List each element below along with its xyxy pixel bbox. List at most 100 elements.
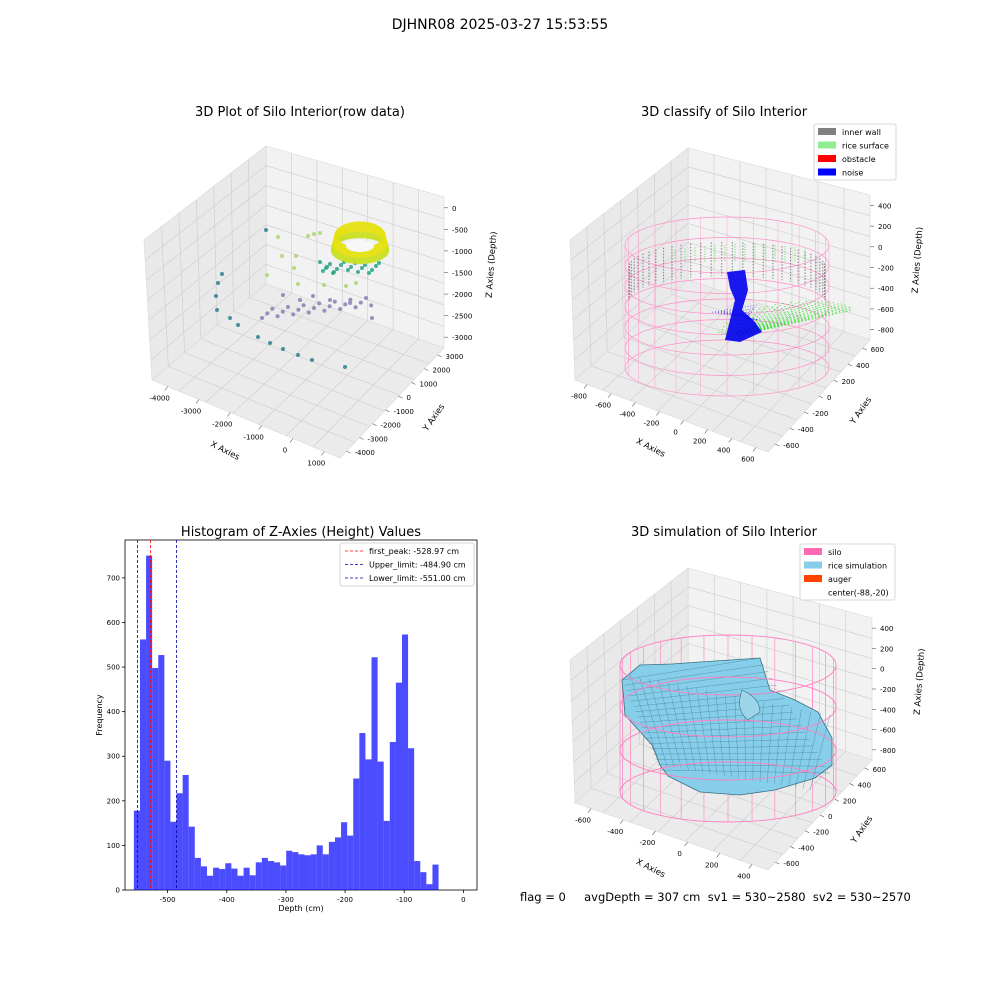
classify-x-tick-label: 200	[693, 438, 706, 446]
raw-grid-line	[265, 263, 445, 327]
simulation-y-tick	[775, 861, 780, 865]
raw-data-point	[364, 296, 368, 300]
simulation-mesh-line	[637, 705, 789, 718]
histogram-ylabel: Frequency	[95, 694, 104, 736]
simulation-mesh-line	[644, 725, 802, 734]
classify-x-tick	[607, 393, 612, 398]
raw-x-tick	[164, 386, 168, 391]
classify-x-tick	[752, 447, 757, 452]
raw-grid-line	[286, 329, 394, 436]
histogram-bar	[176, 793, 183, 890]
histogram-bar	[328, 841, 335, 890]
simulation-scene	[619, 634, 837, 823]
classify-legend-label: rice surface	[842, 142, 889, 151]
classify-rice-surface	[739, 301, 786, 336]
simulation-grid-line	[687, 624, 873, 680]
simulation-silo-ring	[619, 719, 837, 781]
classify-noise-cluster	[725, 270, 762, 342]
figure-suptitle: DJHNR08 2025-03-27 15:53:55	[391, 17, 609, 33]
raw-floor-pane	[151, 283, 445, 459]
raw-data-point	[275, 314, 280, 319]
classify-y-tick-label: 600	[871, 346, 884, 354]
simulation-mesh-line	[759, 701, 764, 782]
raw-z-tick-label: -3000	[452, 334, 472, 342]
classify-y-tick-label: 400	[856, 362, 869, 370]
classify-grid-line	[639, 322, 827, 389]
simulation-mesh-line	[696, 688, 711, 774]
histogram-bar	[359, 733, 366, 890]
simulation-legend-label: rice simulation	[828, 562, 887, 571]
raw-z-tick-label: -2500	[452, 313, 472, 321]
simulation-mesh-line	[639, 676, 668, 767]
raw-y-tick-label: -3000	[368, 435, 388, 443]
raw-y-tick-label: -2000	[381, 422, 401, 430]
simulation-y-tick-label: 200	[843, 797, 856, 805]
simulation-mesh-line	[706, 690, 718, 775]
classify-noise-points	[711, 311, 761, 321]
classify-legend-label: inner wall	[842, 128, 881, 137]
simulation-mesh-line	[624, 664, 765, 686]
simulation-mesh-line	[621, 657, 761, 681]
raw-data-point	[310, 358, 314, 362]
raw-data-point	[370, 316, 374, 320]
simulation-mesh-line	[667, 682, 689, 770]
classify-grid-line	[687, 223, 871, 279]
raw-x-tick	[321, 451, 325, 456]
raw-y-tick	[398, 395, 403, 399]
raw-data-point	[281, 293, 285, 297]
histogram-bar	[316, 845, 323, 890]
status-line: flag = 0 avgDepth = 307 cm sv1 = 530~258…	[520, 890, 911, 904]
raw-data-point	[298, 298, 302, 302]
raw-data-point	[280, 254, 284, 258]
simulation-grid-line	[586, 646, 592, 789]
histogram-title: Histogram of Z-Axies (Height) Values	[181, 525, 421, 540]
raw-data-point	[268, 341, 272, 345]
classify-y-tick	[775, 443, 780, 447]
classify-legend-swatch	[818, 128, 836, 135]
raw-grid-line	[144, 165, 267, 261]
classify-x-tick-label: -200	[643, 420, 659, 428]
simulation-mesh-line	[774, 705, 783, 785]
histogram-y-tick-label: 200	[107, 797, 120, 805]
simulation-y-tick-label: -200	[813, 829, 829, 837]
raw-data-point	[354, 281, 358, 285]
raw-x-tick-label: -2000	[212, 421, 232, 429]
classify-noise-points	[746, 305, 752, 321]
raw-data-point	[264, 228, 268, 232]
histogram-bar	[213, 867, 220, 890]
simulation-z-tick-label: 0	[880, 666, 884, 674]
simulation-legend-swatch	[804, 548, 822, 555]
classify-grid-line	[712, 322, 819, 432]
classify-legend: inner wall rice surface obstacle noise	[813, 123, 897, 181]
histogram-bar	[231, 868, 238, 890]
raw-z-tick-label: -1000	[452, 248, 472, 256]
classify-x-tick	[583, 384, 588, 389]
raw-y-tick	[346, 450, 351, 454]
histogram-bar	[200, 866, 207, 890]
raw-data-point	[369, 303, 374, 308]
simulation-y-tick	[834, 799, 839, 802]
histogram-bar	[225, 863, 232, 890]
simulation-mesh-line	[653, 752, 818, 755]
raw-x-tick-label: -4000	[149, 395, 169, 403]
simulation-ylabel: Y Axies	[849, 814, 876, 846]
classify-xlabel: X Axies	[634, 437, 667, 460]
raw-y-tick-label: 0	[407, 394, 411, 402]
classify-y-tick	[833, 379, 838, 383]
classify-legend-label: noise	[842, 169, 863, 178]
histogram-y-tick-label: 0	[116, 887, 120, 895]
classify-grid-line	[670, 161, 673, 295]
histogram-bar	[408, 748, 415, 890]
histogram-bar	[298, 854, 305, 890]
raw-data-point	[358, 300, 363, 305]
raw-grid-line	[312, 338, 419, 448]
histogram-bar	[420, 872, 427, 890]
simulation-grid-line	[570, 586, 689, 681]
classify-x-tick-label: -600	[595, 402, 611, 410]
histogram-bar	[395, 682, 402, 890]
classify-grid-line	[687, 204, 871, 258]
classify-noise-points	[735, 307, 753, 321]
histogram-x-tick-label: -500	[160, 896, 176, 904]
raw-data-point	[301, 303, 306, 308]
raw-data-point	[270, 306, 275, 311]
